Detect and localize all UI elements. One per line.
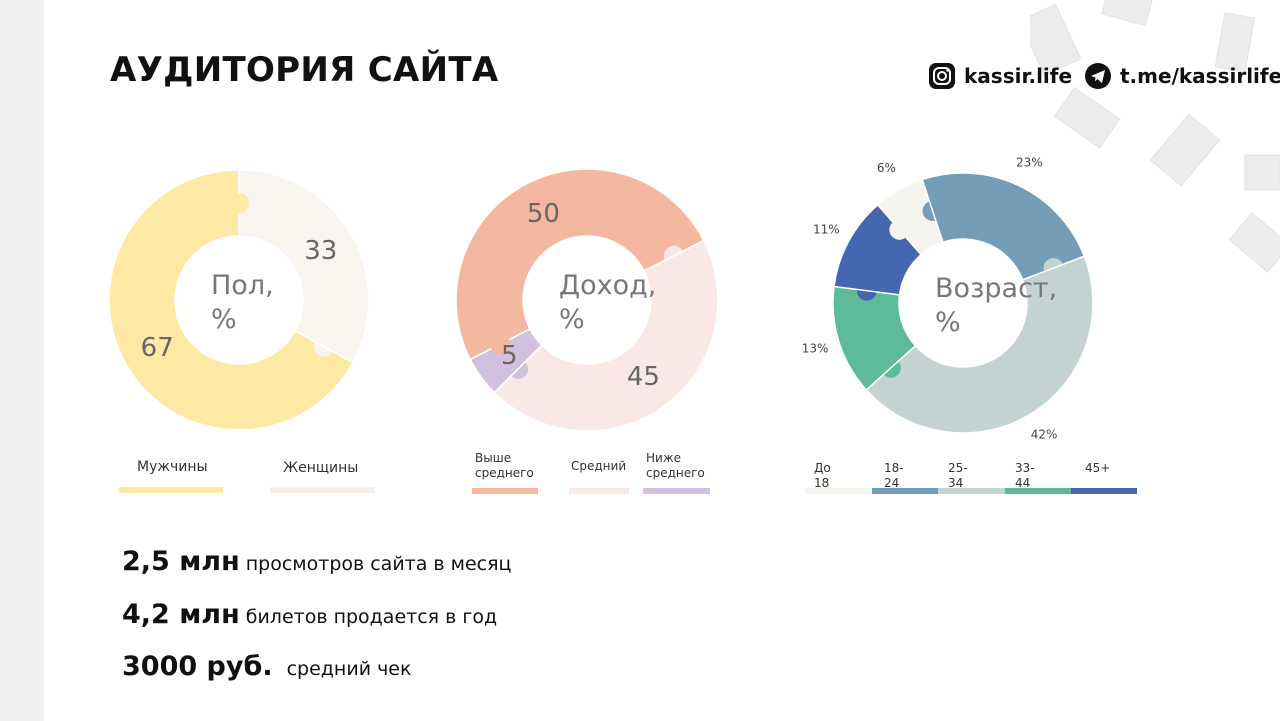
- center-label: Возраст,: [935, 273, 1057, 304]
- telegram-icon: [1085, 63, 1111, 89]
- instagram-icon: [929, 63, 955, 89]
- legend-age-18-24: 18-24: [884, 461, 904, 490]
- data-label-18-24: 23%: [1016, 155, 1043, 169]
- legend-age-45plus-swatch: [1071, 488, 1137, 494]
- legend-female-swatch: [270, 487, 374, 493]
- legend-age-under18-swatch: [806, 488, 872, 494]
- stat-avg-check: 3000 руб. средний чек: [122, 651, 411, 682]
- puzzle-knob: [490, 334, 511, 355]
- data-label-25-34: 42%: [1031, 428, 1058, 442]
- legend-male-swatch: [119, 487, 223, 493]
- slice-мужчины: [108, 169, 354, 431]
- legend-above-avg: Выше среднего: [475, 451, 534, 480]
- stat-tickets-text: билетов продается в год: [245, 606, 498, 628]
- instagram-link[interactable]: kassir.life: [928, 62, 1072, 90]
- legend-age-25-34: 25-34: [948, 461, 968, 490]
- stat-tickets-value: 4,2 млн: [122, 599, 240, 630]
- income-donut: 50 45 5 Доход,%: [455, 168, 719, 432]
- legend-below-avg: Ниже среднего: [646, 451, 705, 480]
- data-label-ниже-среднего: 5: [501, 341, 518, 371]
- legend-age-45plus: 45+: [1085, 461, 1111, 475]
- income-chart: 50 45 5 Доход,%: [438, 160, 738, 450]
- data-label-33-44: 13%: [802, 342, 829, 356]
- slice-25-34: [865, 255, 1094, 434]
- slice-18-24: [921, 172, 1086, 281]
- data-label-выше-среднего: 50: [527, 199, 560, 229]
- legend-below-avg-swatch: [643, 488, 710, 494]
- legend-average: Средний: [571, 459, 627, 473]
- age-donut: 6% 23% 42% 13% 11% Возраст,%: [802, 155, 1094, 442]
- stat-views-value: 2,5 млн: [122, 546, 240, 577]
- stat-avg-check-value: 3000 руб.: [122, 651, 273, 682]
- age-chart: 6% 23% 42% 13% 11% Возраст,%: [802, 155, 1113, 450]
- stat-views-text: просмотров сайта в месяц: [245, 553, 512, 575]
- slice-женщины: [238, 169, 370, 364]
- ticket-decoration: [1030, 0, 1280, 273]
- slice-средний: [493, 239, 719, 432]
- data-label-средний: 45: [627, 362, 660, 392]
- stat-views: 2,5 млн просмотров сайта в месяц: [122, 546, 512, 577]
- left-strip: [0, 0, 44, 721]
- center-label: %: [559, 304, 585, 335]
- data-label-до-18: 6%: [877, 161, 896, 175]
- puzzle-knob: [229, 193, 249, 213]
- legend-above-avg-swatch: [472, 488, 538, 494]
- data-label-мужчины: 67: [141, 333, 174, 363]
- center-label: %: [935, 307, 961, 338]
- legend-age-18-24-swatch: [872, 488, 938, 494]
- center-label: %: [211, 304, 237, 335]
- legend-age-25-34-swatch: [938, 488, 1005, 494]
- gender-donut: 67 33 Пол,%: [108, 169, 370, 431]
- legend-age-under18: До 18: [814, 461, 831, 490]
- stat-tickets: 4,2 млн билетов продается в год: [122, 599, 497, 630]
- telegram-link[interactable]: t.me/kassirlife: [1084, 62, 1280, 90]
- data-label-женщины: 33: [304, 236, 337, 266]
- legend-average-swatch: [569, 488, 629, 494]
- center-label: Пол,: [211, 270, 274, 301]
- legend-male: Мужчины: [137, 459, 208, 475]
- stat-avg-check-text: средний чек: [286, 658, 412, 680]
- puzzle-knob: [889, 219, 910, 240]
- page-title: АУДИТОРИЯ САЙТА: [110, 50, 499, 90]
- slice-выше-среднего: [455, 168, 705, 361]
- gender-chart: 67 33 Пол,%: [90, 160, 390, 450]
- instagram-handle[interactable]: kassir.life: [964, 64, 1073, 88]
- telegram-handle[interactable]: t.me/kassirlife: [1120, 64, 1280, 88]
- legend-age-33-44-swatch: [1005, 488, 1071, 494]
- center-label: Доход,: [559, 270, 656, 301]
- slice-45: [833, 203, 923, 296]
- legend-female: Женщины: [283, 460, 359, 476]
- legend-age-33-44: 33-44: [1015, 461, 1035, 490]
- data-label-45: 11%: [813, 222, 840, 236]
